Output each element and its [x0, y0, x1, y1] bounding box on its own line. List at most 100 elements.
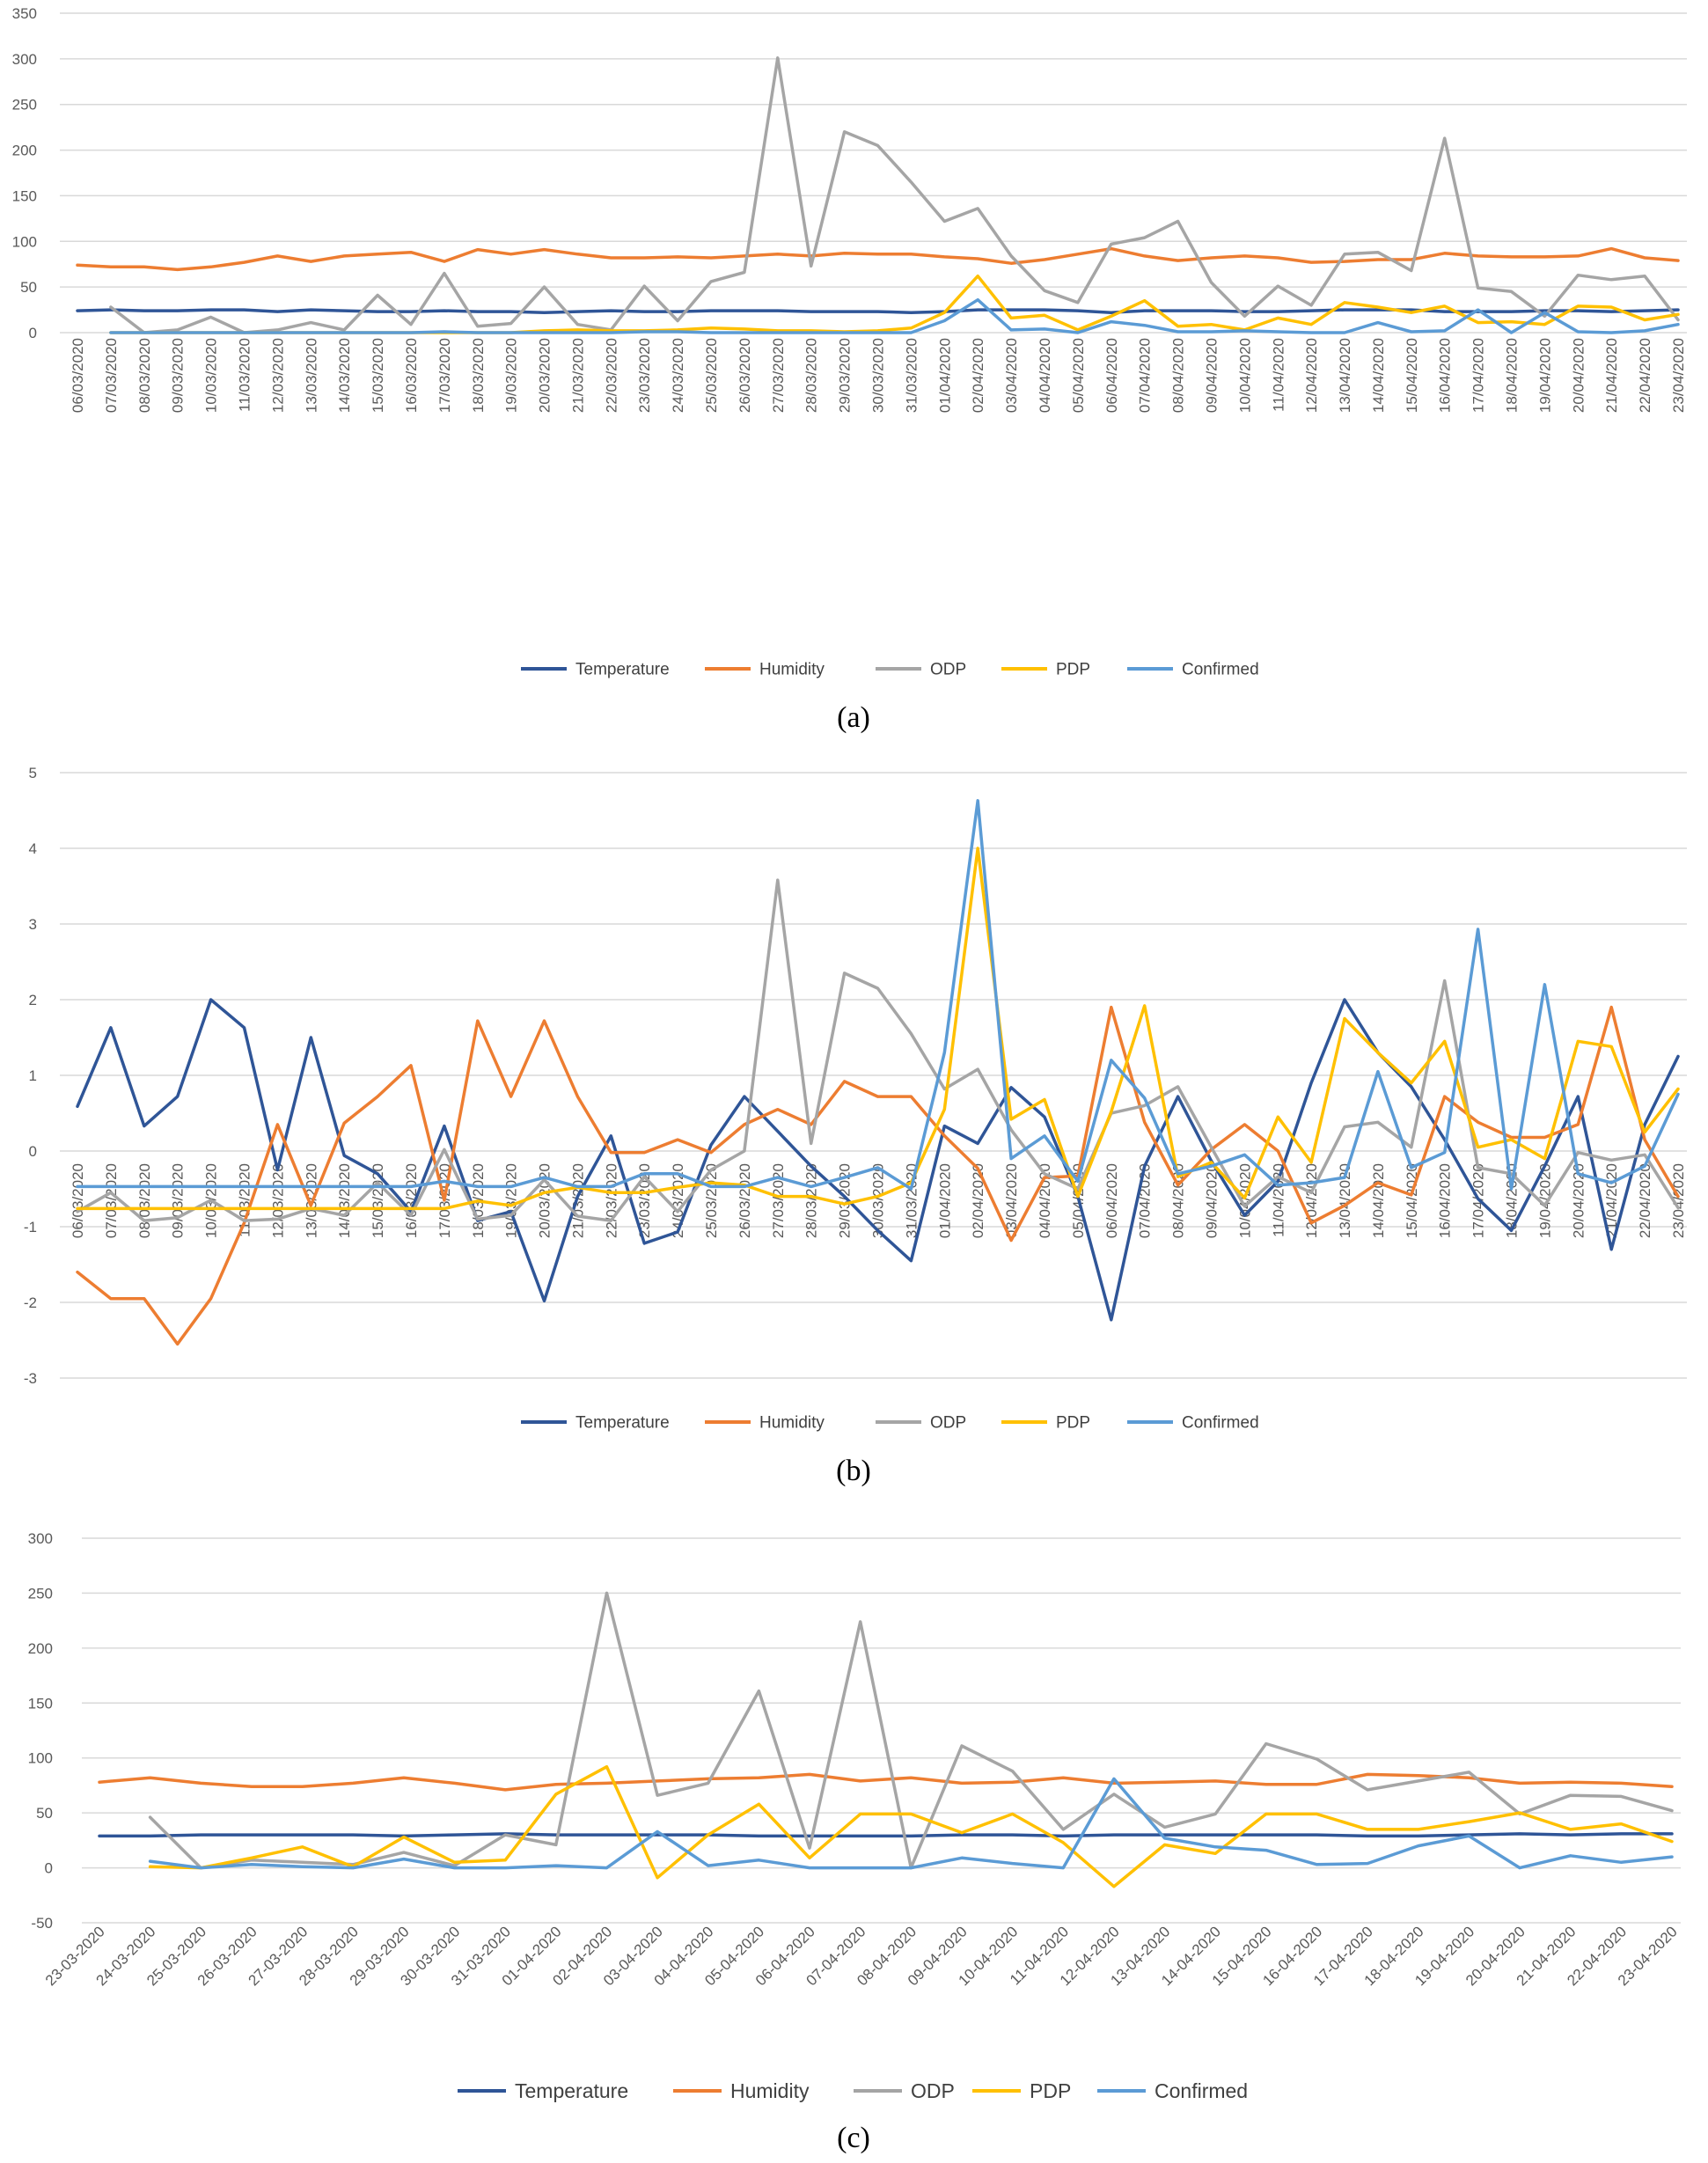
x-tick-label: 31/03/2020	[903, 1163, 920, 1238]
x-tick-label: 10/04/2020	[1236, 1163, 1253, 1238]
x-tick-label: 09/03/2020	[170, 338, 187, 413]
legend-label-confirmed: Confirmed	[1182, 661, 1259, 679]
x-tick-label: 11/04/2020	[1270, 338, 1286, 412]
x-tick-label: 06/04/2020	[1103, 1163, 1120, 1238]
x-tick-label: 23/04/2020	[1670, 338, 1687, 413]
x-tick-label: 08/03/2020	[136, 338, 153, 413]
x-tick-label: 22/03/2020	[603, 338, 619, 413]
x-tick-label: 25/03/2020	[703, 338, 720, 413]
legend-label-humidity: Humidity	[759, 1414, 825, 1433]
y-tick-label: 2	[29, 992, 37, 1008]
x-tick-label: 04/04/2020	[1037, 338, 1053, 413]
x-tick-label: 31/03/2020	[903, 338, 920, 413]
x-tick-label: 06/03/2020	[70, 1163, 86, 1238]
x-tick-label: 30/03/2020	[870, 338, 887, 413]
y-tick-label: 0	[29, 325, 37, 341]
y-tick-label: 200	[28, 1640, 53, 1657]
x-tick-label: 10/04/2020	[1236, 338, 1253, 413]
x-tick-label: 26/03/2020	[737, 338, 753, 413]
chart-a: 0 50 100 150 200 250 300 350 06/03/2020 07/03/202…	[12, 5, 1687, 734]
x-tick-label: 21/04/2020	[1603, 338, 1620, 413]
legend-label-humidity: Humidity	[730, 2079, 810, 2102]
x-tick-label: 03/04/2020	[1003, 338, 1020, 413]
chart-caption: (c)	[837, 2122, 870, 2154]
x-tick-label: 18/04/2020	[1504, 338, 1521, 413]
x-tick-label: 14/03/2020	[336, 338, 353, 413]
x-tick-label: 14/03/2020	[336, 1163, 353, 1238]
x-tick-label: 12/03/2020	[269, 1163, 286, 1238]
series-line-confirmed	[76, 799, 1680, 1191]
legend-label-odp: ODP	[911, 2079, 955, 2102]
series-line-odp	[109, 56, 1680, 334]
x-tick-label: 23/03/2020	[636, 338, 653, 413]
x-tick-label: 20/04/2020	[1570, 1163, 1587, 1238]
x-tick-label: 08/03/2020	[136, 1163, 153, 1238]
chart-caption: (a)	[837, 701, 870, 734]
x-tick-label: 01/04/2020	[936, 338, 953, 413]
x-tick-label: 08/04/2020	[1170, 338, 1187, 413]
x-tick-label: 09/03/2020	[170, 1163, 187, 1238]
x-tick-label: 16/03/2020	[403, 338, 420, 413]
x-tick-label: 29/03/2020	[837, 1163, 854, 1238]
y-tick-label: -3	[24, 1370, 37, 1387]
x-tick-label: 20/03/2020	[537, 338, 553, 413]
x-tick-label: 07/04/2020	[1137, 1163, 1154, 1238]
y-tick-label: 150	[12, 187, 37, 204]
y-tick-label: 3	[29, 916, 37, 933]
series-line-pdp	[109, 274, 1680, 334]
x-tick-label: 11/03/2020	[236, 338, 253, 412]
y-tick-label: 5	[29, 765, 37, 781]
x-tick-label: 19/03/2020	[503, 1163, 520, 1238]
x-tick-label: 16/03/2020	[403, 1163, 420, 1238]
x-tick-label: 07/04/2020	[1137, 338, 1154, 413]
x-tick-label: 16/04/2020	[1437, 338, 1454, 413]
x-tick-label: 18/03/2020	[470, 338, 487, 413]
x-tick-label: 13/04/2020	[1337, 1163, 1353, 1238]
y-tick-label: 0	[29, 1143, 37, 1160]
series-line-temperature	[98, 1832, 1674, 1838]
y-tick-label: 4	[29, 840, 37, 857]
series-line-pdp	[76, 847, 1680, 1211]
y-tick-label: 100	[12, 233, 37, 250]
series-line-confirmed	[109, 297, 1680, 334]
y-tick-label: 100	[28, 1750, 53, 1767]
y-tick-label: 50	[20, 279, 37, 296]
x-tick-label: 28/03/2020	[803, 338, 820, 413]
x-tick-label: 09/04/2020	[1203, 1163, 1220, 1238]
x-tick-label: 15/03/2020	[370, 338, 386, 413]
series-line-confirmed	[148, 1777, 1674, 1870]
series-line-odp	[76, 878, 1680, 1222]
y-tick-label: 350	[12, 5, 37, 22]
x-tick-label: 27/03/2020	[770, 1163, 787, 1238]
x-tick-label: 21/03/2020	[569, 1163, 586, 1238]
x-tick-label: 28/03/2020	[803, 1163, 820, 1238]
y-tick-label: 1	[29, 1067, 37, 1084]
legend-label-temperature: Temperature	[575, 1414, 670, 1433]
legend-label-confirmed: Confirmed	[1155, 2079, 1248, 2102]
x-tick-label: 03/04/2020	[1003, 1163, 1020, 1238]
legend-label-pdp: PDP	[1030, 2079, 1071, 2102]
x-tick-label: 10/03/2020	[203, 338, 220, 413]
x-tick-label: 14/04/2020	[1370, 338, 1387, 413]
legend-label-humidity: Humidity	[759, 661, 825, 679]
x-tick-label: 22/04/2020	[1637, 338, 1653, 413]
x-tick-label: 20/03/2020	[537, 1163, 553, 1238]
x-tick-label: 29/03/2020	[837, 338, 854, 413]
x-tick-label: 12/04/2020	[1303, 1163, 1320, 1238]
x-tick-label: 15/04/2020	[1404, 338, 1420, 413]
series-line-humidity	[76, 246, 1680, 272]
x-tick-label: 20/04/2020	[1570, 338, 1587, 413]
x-tick-label: 22/04/2020	[1637, 1163, 1653, 1238]
y-tick-label: 200	[12, 143, 37, 159]
x-tick-label: 06/03/2020	[70, 338, 86, 413]
x-tick-label: 19/04/2020	[1536, 1163, 1553, 1238]
x-tick-label: 27/03/2020	[770, 338, 787, 413]
x-tick-label: 11/04/2020	[1270, 1163, 1286, 1237]
y-tick-label: 250	[12, 97, 37, 114]
series-line-humidity	[98, 1772, 1674, 1792]
chart-b: -3 -2 -1 0 1 2 3 4 5 06/03/2020 07/03/2020 08/03/20…	[24, 765, 1687, 1487]
x-tick-label: 14/04/2020	[1370, 1163, 1387, 1238]
x-tick-label: 22/03/2020	[603, 1163, 619, 1238]
x-tick-label: 17/04/2020	[1470, 338, 1487, 413]
